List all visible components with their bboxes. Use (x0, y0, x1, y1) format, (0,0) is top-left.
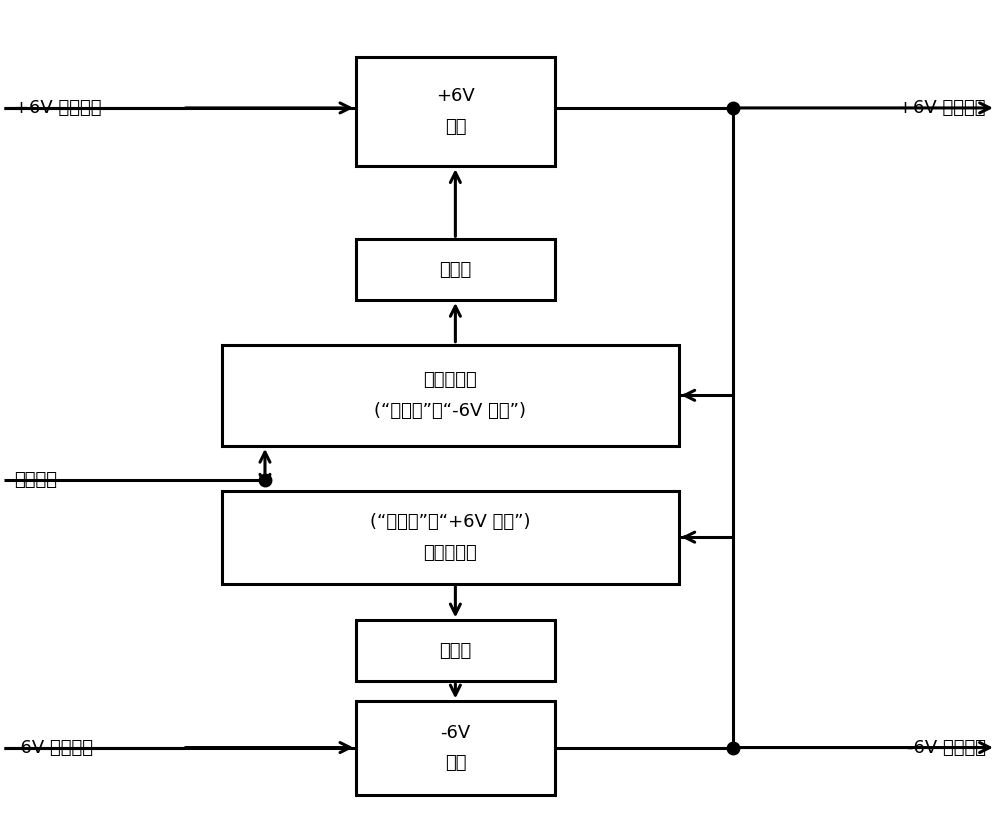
Text: 开关: 开关 (445, 118, 466, 136)
FancyBboxPatch shape (356, 239, 555, 300)
FancyBboxPatch shape (356, 620, 555, 681)
FancyBboxPatch shape (356, 701, 555, 794)
Text: -6V: -6V (440, 723, 471, 741)
Text: +6V 电源输入: +6V 电源输入 (14, 99, 102, 117)
Text: 缓启动: 缓启动 (439, 260, 472, 278)
FancyBboxPatch shape (222, 345, 679, 446)
Text: -6V 电源输出: -6V 电源输出 (907, 739, 986, 757)
Text: 开关: 开关 (445, 754, 466, 772)
FancyBboxPatch shape (222, 491, 679, 584)
Text: +6V 电源输出: +6V 电源输出 (898, 99, 986, 117)
Text: 缓启动: 缓启动 (439, 641, 472, 659)
FancyBboxPatch shape (356, 57, 555, 166)
Text: -6V 电源输入: -6V 电源输入 (14, 739, 93, 757)
Text: 控制开逻辑: 控制开逻辑 (424, 371, 477, 389)
Text: (“控制开”且“+6V 有效”): (“控制开”且“+6V 有效”) (370, 513, 531, 531)
Text: 控制开逻辑: 控制开逻辑 (424, 544, 477, 562)
Text: +6V: +6V (436, 87, 475, 105)
Text: 通断控制: 通断控制 (14, 471, 57, 489)
Text: (“控制开”或“-6V 有效”): (“控制开”或“-6V 有效”) (374, 401, 526, 419)
